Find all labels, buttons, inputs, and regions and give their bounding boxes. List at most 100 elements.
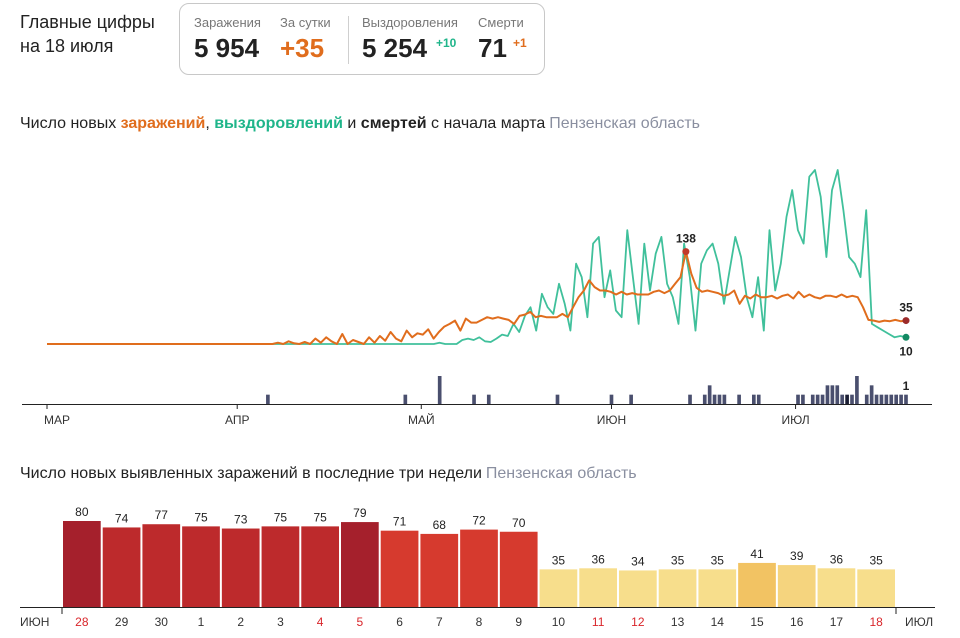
death-bar	[796, 394, 800, 404]
death-bar	[830, 385, 835, 404]
death-bar	[801, 394, 805, 404]
infections-label: Заражения	[194, 15, 261, 30]
deaths-delta: +1	[513, 36, 527, 50]
death-bar	[609, 394, 614, 404]
death-bar	[403, 394, 408, 404]
day-bar-value: 80	[75, 505, 89, 519]
day-bar	[380, 530, 419, 607]
day-bar-value: 41	[750, 547, 764, 561]
chart1-title-and: и	[342, 115, 361, 132]
day-label: 15	[750, 615, 764, 629]
death-bar	[472, 394, 476, 404]
day-bar	[460, 529, 498, 607]
death-bar	[486, 394, 491, 404]
infections-line	[47, 250, 907, 345]
chart1-title-deaths: смертей	[360, 115, 427, 132]
day-label: 14	[711, 615, 725, 629]
last-infections-marker	[902, 317, 910, 325]
day-label: 18	[869, 615, 883, 629]
day-bar	[817, 568, 856, 607]
day-bar	[341, 522, 379, 607]
recoveries-value: 5 254	[362, 33, 428, 63]
day-bar-value: 70	[512, 516, 526, 530]
day-bar-value: 75	[313, 510, 327, 524]
day-label: 13	[671, 615, 685, 629]
stats-divider	[348, 16, 349, 64]
day-bar	[698, 569, 737, 607]
chart1-title-infections: заражений	[120, 115, 206, 132]
day-bar-value: 68	[433, 518, 447, 532]
recoveries-line	[47, 169, 907, 345]
day-bar	[777, 565, 816, 607]
death-bar	[815, 394, 820, 404]
day-bar-value: 72	[472, 514, 486, 528]
peak-label: 138	[676, 232, 696, 246]
day-bar-value: 35	[671, 553, 685, 567]
death-bar	[835, 385, 840, 404]
stats-panel: Заражения 5 954 За сутки +35 Выздоровлен…	[179, 3, 545, 75]
recoveries-label: Выздоровления	[362, 15, 458, 30]
death-bar	[845, 394, 849, 404]
day-bar-value: 79	[353, 506, 367, 520]
day-bar	[182, 526, 220, 607]
day-bar	[301, 526, 339, 607]
day-bar-value: 34	[631, 554, 645, 568]
day-bar	[857, 569, 895, 607]
day-label: 3	[277, 615, 284, 629]
day-bar	[619, 570, 657, 607]
month-end-label: ИЮЛ	[905, 615, 933, 629]
day-bar-value: 73	[234, 513, 248, 527]
day-bar	[738, 562, 776, 607]
death-bar	[810, 394, 815, 404]
day-bar	[539, 569, 578, 607]
day-label: 5	[357, 615, 364, 629]
death-bar	[825, 385, 830, 404]
death-bar	[864, 394, 869, 404]
death-bar	[555, 394, 560, 404]
death-bar	[840, 394, 845, 404]
death-bar	[855, 376, 859, 404]
header-title: Главные цифры на 18 июля	[20, 10, 155, 58]
day-bar	[261, 526, 300, 607]
last-recoveries-marker	[902, 333, 910, 341]
deaths-label: Смерти	[478, 15, 524, 30]
chart1-title-part1: Число новых	[20, 115, 121, 132]
daily-value: +35	[280, 33, 325, 63]
x-tick-label: МАЙ	[408, 412, 435, 427]
death-bar	[850, 394, 854, 404]
month-start-label: ИЮН	[20, 615, 49, 629]
death-bar	[712, 394, 717, 404]
day-label: 7	[436, 615, 443, 629]
day-bar	[579, 568, 617, 607]
x-tick-label: МАР	[44, 413, 70, 427]
chart2-title: Число новых выявленных заражений в после…	[20, 465, 637, 483]
deaths-value: 71	[478, 33, 507, 63]
death-bar	[702, 394, 707, 404]
day-bar	[142, 524, 181, 607]
death-bar	[756, 394, 761, 404]
day-label: 16	[790, 615, 804, 629]
death-bar	[894, 394, 899, 404]
day-bar	[102, 527, 141, 607]
death-bar	[266, 394, 270, 404]
death-bar	[899, 394, 903, 404]
day-bar-value: 36	[830, 552, 844, 566]
peak-marker	[682, 248, 690, 256]
death-bar	[869, 385, 874, 404]
day-bar	[499, 531, 538, 607]
chart1-title-recoveries: выздоровлений	[214, 115, 343, 132]
day-bar	[221, 528, 260, 607]
day-bar-value: 75	[194, 510, 208, 524]
x-tick-label: ИЮН	[597, 413, 626, 427]
chart2-title-text: Число новых выявленных заражений в после…	[20, 465, 482, 482]
day-bar	[63, 521, 101, 607]
day-label: 4	[317, 615, 324, 629]
day-label: 28	[75, 615, 89, 629]
day-label: 2	[237, 615, 244, 629]
death-bar	[707, 385, 712, 404]
death-bar	[722, 394, 727, 404]
death-bar	[737, 394, 741, 404]
day-label: 12	[631, 615, 645, 629]
death-bar	[889, 394, 894, 404]
day-label: 8	[476, 615, 483, 629]
